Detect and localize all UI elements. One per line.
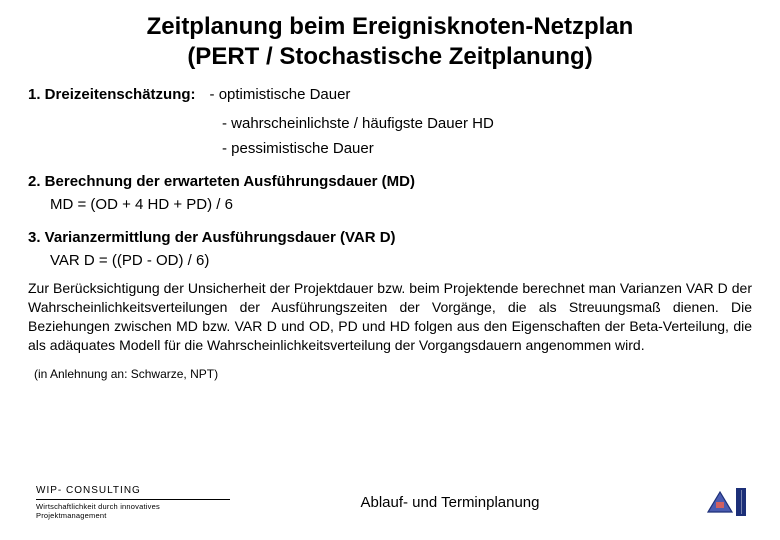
- footer-subtitle: Wirtschaftlichkeit durch innovatives Pro…: [36, 499, 230, 520]
- item-3-heading: 3. Varianzermittlung der Ausführungsdaue…: [28, 229, 752, 246]
- item-1-bullet-2: - pessimistische Dauer: [222, 140, 752, 157]
- item-2-heading: 2. Berechnung der erwarteten Ausführungs…: [28, 173, 752, 190]
- title-line-1: Zeitplanung beim Ereignisknoten-Netzplan: [147, 13, 634, 40]
- footer-left: WIP- CONSULTING Wirtschaftlichkeit durch…: [0, 485, 230, 520]
- footer-wip: WIP- CONSULTING: [36, 485, 230, 496]
- item-3-formula: VAR D = ((PD - OD) / 6): [50, 252, 752, 269]
- item-1-label: 1. Dreizeitenschätzung:: [28, 86, 196, 103]
- item-2-formula: MD = (OD + 4 HD + PD) / 6: [50, 196, 752, 213]
- item-1-bullet-1: - wahrscheinlichste / häufigste Dauer HD: [222, 115, 752, 132]
- item-1-row: 1. Dreizeitenschätzung: - optimistische …: [28, 86, 752, 103]
- body-paragraph: Zur Berücksichtigung der Unsicherheit de…: [28, 279, 752, 355]
- item-1-bullet-0: - optimistische Dauer: [210, 86, 351, 103]
- logo: [706, 488, 746, 516]
- footer-right: [670, 488, 780, 516]
- logo-bar: [736, 488, 746, 516]
- title-line-2: (PERT / Stochastische Zeitplanung): [187, 43, 592, 70]
- slide: Zeitplanung beim Ereignisknoten-Netzplan…: [0, 0, 780, 540]
- source-note: (in Anlehnung an: Schwarze, NPT): [34, 367, 752, 381]
- page-title: Zeitplanung beim Ereignisknoten-Netzplan…: [28, 12, 752, 72]
- footer: WIP- CONSULTING Wirtschaftlichkeit durch…: [0, 478, 780, 526]
- logo-icon: [706, 488, 734, 516]
- footer-center: Ablauf- und Terminplanung: [230, 494, 670, 511]
